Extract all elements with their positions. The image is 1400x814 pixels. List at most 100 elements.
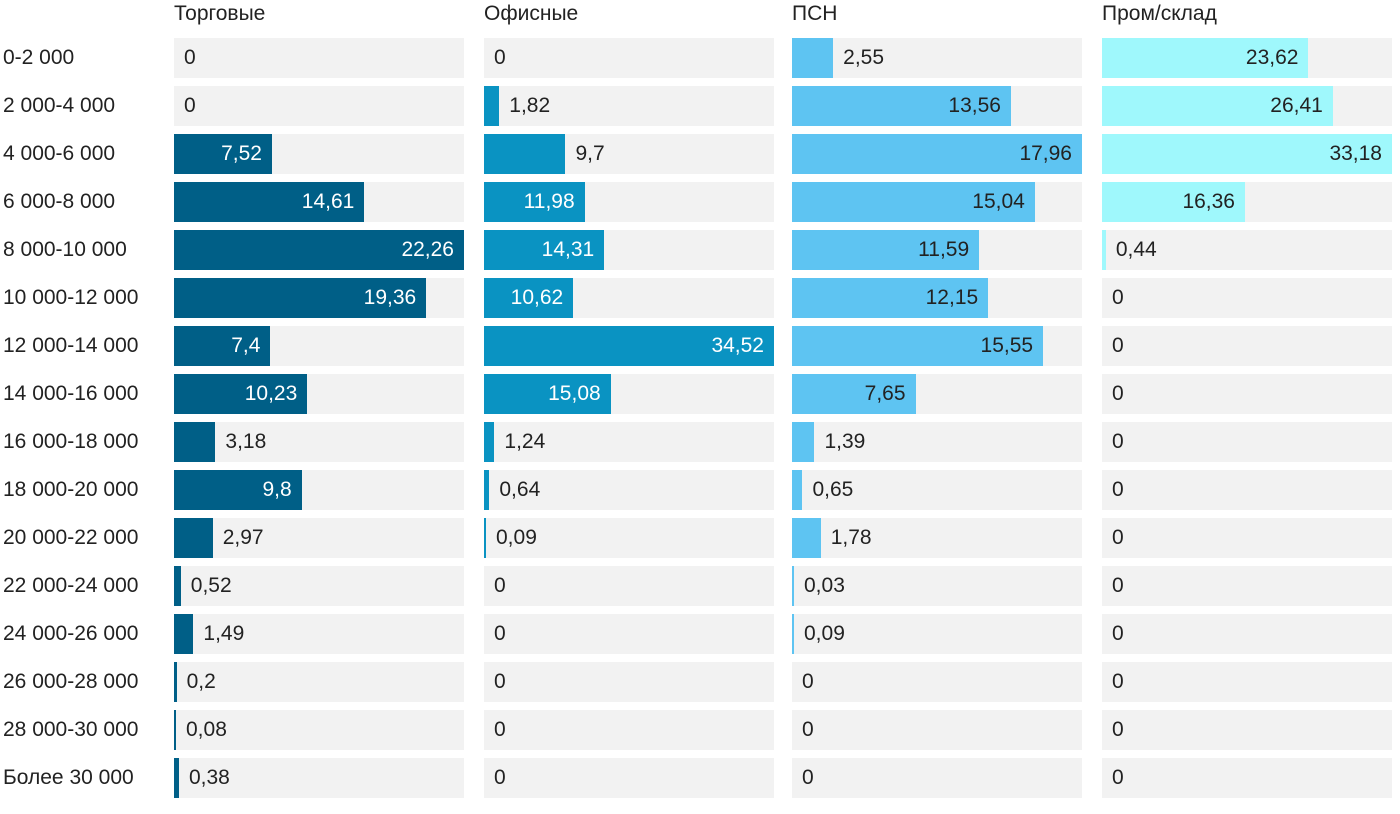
bar-value-label: 23,62 <box>1245 46 1299 69</box>
bar-track: 0,03 <box>792 566 1082 606</box>
bar-value-label: 0 <box>184 46 196 69</box>
bar-value-label: 33,18 <box>1329 142 1382 165</box>
bar-value-label: 0 <box>1112 670 1124 693</box>
bar-value-label: 0,65 <box>812 478 854 501</box>
row-label: 8 000-10 000 <box>3 238 127 261</box>
bar-value-label: 7,52 <box>221 142 262 165</box>
bar-value-label: 7,4 <box>231 334 261 357</box>
row-label: 0-2 000 <box>3 46 75 69</box>
bar-value-label: 14,31 <box>541 238 595 261</box>
bar-track: 0,09 <box>484 518 774 558</box>
bar-value-label: 17,96 <box>1019 142 1072 165</box>
bar <box>174 374 308 414</box>
bar-track: 15,04 <box>792 182 1082 222</box>
row-label: 20 000-22 000 <box>3 526 139 549</box>
bar-track: 0 <box>792 710 1082 750</box>
bar <box>1102 38 1309 78</box>
bar-value-label: 3,18 <box>225 430 267 453</box>
bar-track: 19,36 <box>174 278 464 318</box>
bar <box>792 374 916 414</box>
row-label: 2 000-4 000 <box>3 94 116 117</box>
bar-value-label: 0 <box>1112 622 1124 645</box>
bar-track: 0 <box>484 758 774 798</box>
bar <box>792 422 815 462</box>
bar-track: 0 <box>1102 710 1392 750</box>
bar-track: 0 <box>174 86 464 126</box>
bar-value-label: 12,15 <box>925 286 979 309</box>
bar-value-label: 16,36 <box>1182 190 1235 213</box>
row-label: 16 000-18 000 <box>3 430 139 453</box>
bar <box>792 230 980 270</box>
series-title: Торговые <box>174 2 266 25</box>
bar-track: 0 <box>1102 566 1392 606</box>
bar-value-label: 9,7 <box>575 142 605 165</box>
row-label: 12 000-14 000 <box>3 334 139 357</box>
bar <box>792 326 1044 366</box>
bar-track: 0 <box>1102 758 1392 798</box>
row-label: 26 000-28 000 <box>3 670 139 693</box>
bar-track: 3,18 <box>174 422 464 462</box>
row-label: 4 000-6 000 <box>3 142 116 165</box>
bar <box>484 86 500 126</box>
bar-track: 0 <box>484 662 774 702</box>
bar-value-label: 0 <box>1112 382 1124 405</box>
bar-track: 15,55 <box>792 326 1082 366</box>
bar <box>174 470 302 510</box>
bar <box>792 566 794 606</box>
bar <box>792 38 834 78</box>
bar-value-label: 0 <box>1112 478 1124 501</box>
bar-value-label: 0 <box>802 766 814 789</box>
bar-track: 0,09 <box>792 614 1082 654</box>
bar-track: 0,65 <box>792 470 1082 510</box>
bar-track: 12,15 <box>792 278 1082 318</box>
bar-track: 0 <box>484 38 774 78</box>
bar-value-label: 9,8 <box>262 478 292 501</box>
series-title: Пром/склад <box>1102 2 1217 25</box>
bar-value-label: 0 <box>802 718 814 741</box>
bar-track: 0,52 <box>174 566 464 606</box>
bar <box>1102 182 1245 222</box>
bar-value-label: 0 <box>1112 574 1124 597</box>
row-label: 24 000-26 000 <box>3 622 139 645</box>
bar <box>484 230 605 270</box>
bar <box>1102 134 1392 174</box>
bar-track: 11,59 <box>792 230 1082 270</box>
bar-value-label: 10,23 <box>244 382 298 405</box>
bar-value-label: 34,52 <box>711 334 764 357</box>
bar <box>174 614 194 654</box>
bar-track: 1,39 <box>792 422 1082 462</box>
bar-track: 7,65 <box>792 374 1082 414</box>
bar <box>792 518 821 558</box>
bar-value-label: 0 <box>1112 766 1124 789</box>
bar-value-label: 0 <box>802 670 814 693</box>
bar-track: 23,62 <box>1102 38 1392 78</box>
series-title: ПСН <box>792 2 838 25</box>
bar-value-label: 0 <box>1112 334 1124 357</box>
bar-value-label: 15,55 <box>980 334 1034 357</box>
bar-value-label: 0,09 <box>804 622 845 645</box>
bar-track: 0 <box>484 566 774 606</box>
bar-value-label: 1,78 <box>830 526 872 549</box>
bar-track: 0 <box>1102 518 1392 558</box>
bar-value-label: 0 <box>1112 718 1124 741</box>
bar <box>484 470 490 510</box>
bar <box>484 278 574 318</box>
bar-value-label: 0 <box>1112 430 1124 453</box>
bar-value-label: 15,08 <box>548 382 601 405</box>
bar <box>484 518 486 558</box>
bar-value-label: 0,38 <box>188 766 230 789</box>
bar <box>484 182 585 222</box>
bar <box>1102 230 1106 270</box>
bar <box>174 182 365 222</box>
bar-value-label: 11,59 <box>918 238 970 261</box>
row-label: 14 000-16 000 <box>3 382 139 405</box>
bar-track: 0 <box>1102 326 1392 366</box>
bar-track: 26,41 <box>1102 86 1392 126</box>
bar <box>792 182 1035 222</box>
bar-value-label: 0 <box>494 670 506 693</box>
bar <box>174 518 213 558</box>
bar-track: 0 <box>174 38 464 78</box>
bar-track: 0 <box>1102 470 1392 510</box>
bar <box>484 374 611 414</box>
bar-value-label: 1,82 <box>509 94 551 117</box>
